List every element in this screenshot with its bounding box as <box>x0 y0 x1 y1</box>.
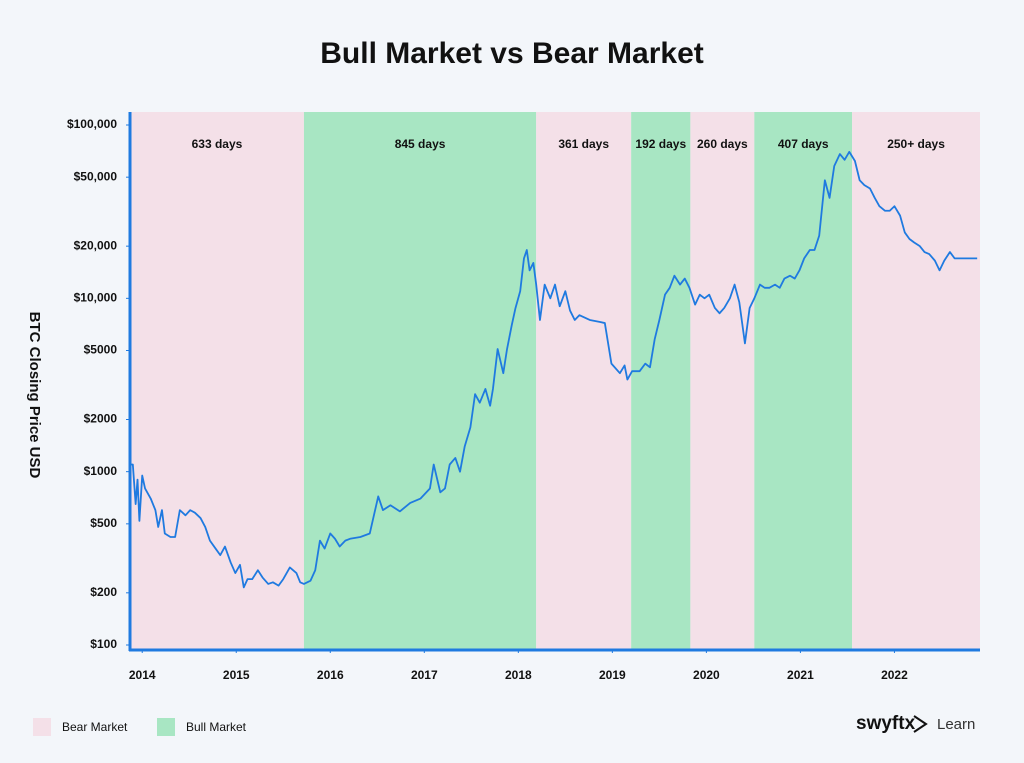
region-label: 192 days <box>635 137 686 151</box>
y-axis-label: BTC Closing Price USD <box>26 312 43 479</box>
axes: $100 $200 $500 $1000 $2000 $5000 $10,000 $20,00… <box>67 112 980 682</box>
y-tick-label: $100 <box>90 637 117 651</box>
y-tick-label: $20,000 <box>74 238 118 252</box>
price-line <box>130 150 978 589</box>
x-tick-label: 2022 <box>881 668 908 682</box>
x-tick-label: 2018 <box>505 668 532 682</box>
x-tick-label: 2014 <box>129 668 156 682</box>
x-tick-label: 2020 <box>693 668 720 682</box>
brand-icon <box>913 715 928 733</box>
brand: swyftx Learn <box>856 713 975 734</box>
region-label: 260 days <box>697 137 748 151</box>
market-region <box>303 112 537 650</box>
price-line <box>130 150 978 589</box>
y-tick-label: $100,000 <box>67 117 117 131</box>
x-tick-label: 2015 <box>223 668 250 682</box>
legend-label: Bull Market <box>186 720 247 734</box>
market-region <box>130 112 304 650</box>
legend-swatch <box>33 718 51 736</box>
y-tick-label: $1000 <box>84 464 118 478</box>
market-region <box>631 112 691 650</box>
region-label: 407 days <box>778 137 829 151</box>
region-label: 250+ days <box>887 137 945 151</box>
chart-title: Bull Market vs Bear Market <box>320 37 704 70</box>
legend-label: Bear Market <box>62 720 128 734</box>
y-tick-label: $10,000 <box>74 291 118 305</box>
y-tick-label: $50,000 <box>74 169 118 183</box>
y-tick-label: $2000 <box>84 412 118 426</box>
x-tick-label: 2019 <box>599 668 626 682</box>
x-tick-label: 2021 <box>787 668 814 682</box>
region-label: 633 days <box>192 137 243 151</box>
x-tick-label: 2017 <box>411 668 438 682</box>
region-label: 845 days <box>395 137 446 151</box>
regions: 633 days 845 days 361 days 192 days 260 days… <box>130 112 980 650</box>
y-tick-label: $200 <box>90 585 117 599</box>
market-region <box>536 112 632 650</box>
y-tick-label: $500 <box>90 516 117 530</box>
brand-name: swyftx <box>856 713 916 734</box>
x-tick-label: 2016 <box>317 668 344 682</box>
region-label: 361 days <box>558 137 609 151</box>
market-region <box>852 112 980 650</box>
y-tick-label: $5000 <box>84 343 118 357</box>
market-region <box>690 112 755 650</box>
market-region <box>754 112 853 650</box>
legend-swatch <box>157 718 175 736</box>
brand-section: Learn <box>937 716 975 733</box>
